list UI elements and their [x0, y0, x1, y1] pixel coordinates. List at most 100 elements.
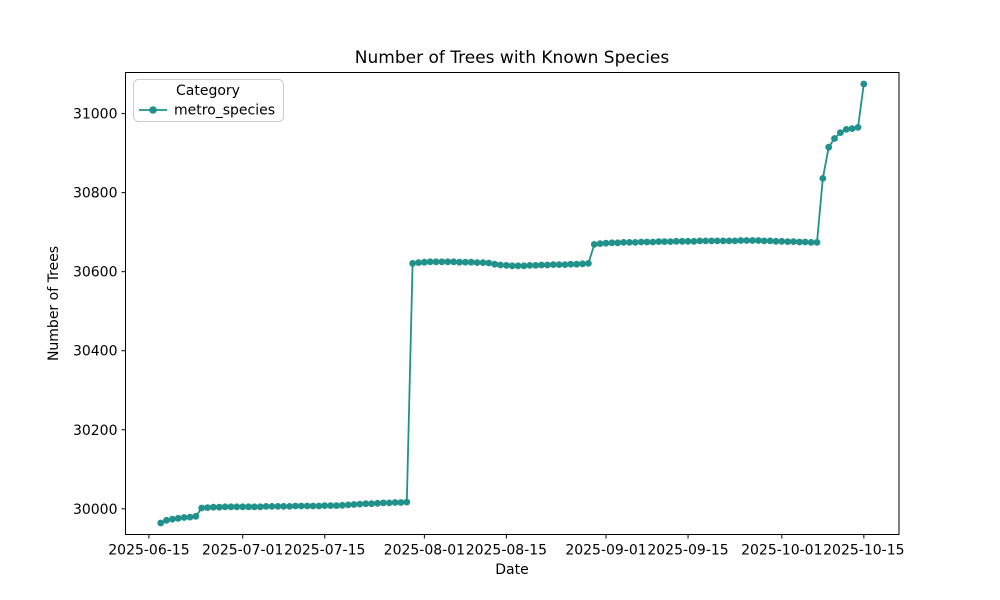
- legend-box: [133, 79, 284, 122]
- data-point-marker: [362, 500, 370, 508]
- data-point-marker: [807, 239, 815, 246]
- data-point-marker: [508, 262, 516, 270]
- data-point-marker: [157, 519, 165, 527]
- data-point-marker: [192, 512, 200, 520]
- data-point-marker: [221, 503, 229, 511]
- plot-frame: [125, 72, 900, 535]
- legend-dot-marker: [149, 106, 157, 114]
- data-point-marker: [743, 237, 750, 244]
- data-point-marker: [760, 237, 768, 245]
- data-point-marker: [567, 260, 575, 268]
- data-point-marker: [180, 514, 188, 521]
- data-point-marker: [485, 259, 493, 267]
- data-point-marker: [643, 238, 651, 246]
- data-point-marker: [274, 503, 282, 510]
- data-point-marker: [749, 237, 756, 244]
- y-tick-label: 30000: [73, 502, 118, 518]
- data-point-marker: [538, 261, 545, 269]
- data-point-marker: [321, 502, 329, 509]
- y-axis-label: Number of Trees: [46, 246, 62, 361]
- data-point-marker: [755, 237, 762, 244]
- data-point-marker: [649, 238, 657, 246]
- data-point-marker: [251, 503, 258, 511]
- data-point-marker: [245, 503, 253, 511]
- data-point-marker: [456, 258, 463, 266]
- data-point-marker: [163, 516, 170, 524]
- data-point-marker: [256, 503, 264, 511]
- x-tick-label: 2025-10-01: [741, 543, 822, 559]
- data-point-marker: [462, 258, 469, 266]
- data-point-marker: [725, 237, 733, 245]
- data-point-marker: [491, 260, 499, 268]
- data-point-marker: [573, 260, 581, 268]
- data-point-marker: [204, 504, 211, 511]
- data-point-marker: [333, 502, 340, 509]
- data-point-marker: [708, 237, 715, 245]
- data-point-marker: [368, 500, 375, 508]
- data-point-marker: [233, 503, 241, 511]
- data-point-marker: [210, 503, 217, 511]
- data-point-marker: [713, 237, 721, 245]
- data-point-marker: [667, 238, 674, 246]
- chart-title: Number of Trees with Known Species: [355, 48, 670, 68]
- data-point-marker: [426, 258, 434, 266]
- data-point-marker: [690, 237, 698, 245]
- data-point-marker: [467, 258, 475, 266]
- data-point-marker: [479, 259, 487, 266]
- data-point-marker: [497, 261, 504, 269]
- data-point-marker: [737, 237, 745, 244]
- data-point-marker: [596, 240, 604, 248]
- x-tick-label: 2025-09-01: [565, 543, 646, 559]
- data-point-marker: [421, 258, 428, 266]
- data-point-marker: [842, 125, 850, 133]
- data-point-marker: [227, 503, 235, 511]
- data-point-marker: [614, 239, 622, 247]
- data-point-marker: [778, 237, 786, 245]
- legend: Category metro_species: [133, 79, 284, 122]
- data-point-marker: [397, 499, 405, 506]
- data-point-marker: [286, 503, 293, 510]
- data-point-marker: [356, 500, 364, 508]
- data-point-marker: [731, 237, 739, 245]
- data-point-marker: [561, 261, 569, 268]
- data-point-marker: [315, 502, 323, 510]
- data-point-marker: [532, 262, 540, 269]
- data-point-marker: [772, 237, 780, 245]
- data-point-marker: [825, 143, 833, 151]
- data-point-marker: [379, 499, 387, 507]
- y-axis: 30000 30200 30400 30600 30800 31000: [73, 107, 126, 518]
- data-point-marker: [860, 80, 868, 88]
- data-point-marker: [672, 237, 680, 245]
- y-tick-label: 30800: [73, 186, 118, 202]
- y-tick-label: 30400: [73, 344, 118, 360]
- x-tick-label: 2025-08-01: [384, 543, 465, 559]
- data-point-marker: [374, 499, 381, 507]
- data-point-marker: [292, 502, 299, 510]
- data-point-marker: [415, 259, 422, 266]
- data-point-marker: [684, 237, 692, 245]
- data-point-marker: [837, 129, 844, 137]
- data-point-marker: [579, 260, 586, 268]
- data-point-marker: [280, 503, 288, 510]
- data-point-marker: [678, 237, 686, 245]
- data-point-marker: [297, 502, 305, 510]
- data-point-marker: [549, 261, 557, 268]
- data-point-marker: [215, 503, 223, 511]
- data-point-marker: [813, 239, 821, 246]
- data-point-marker: [702, 237, 709, 245]
- x-axis: 2025-06-15 2025-07-01 2025-07-15 2025-08-01…: [108, 534, 905, 559]
- data-point-marker: [169, 515, 176, 523]
- data-point-marker: [620, 239, 627, 246]
- data-point-marker: [403, 498, 411, 506]
- data-point-marker: [585, 260, 592, 267]
- data-point-marker: [327, 502, 334, 509]
- data-point-marker: [198, 504, 206, 512]
- line-series-metro-species: [157, 80, 868, 527]
- y-tick-label: 30600: [73, 265, 118, 281]
- y-tick-label: 31000: [73, 107, 118, 123]
- data-point-marker: [262, 503, 270, 510]
- data-point-marker: [520, 262, 528, 270]
- data-point-marker: [637, 238, 645, 246]
